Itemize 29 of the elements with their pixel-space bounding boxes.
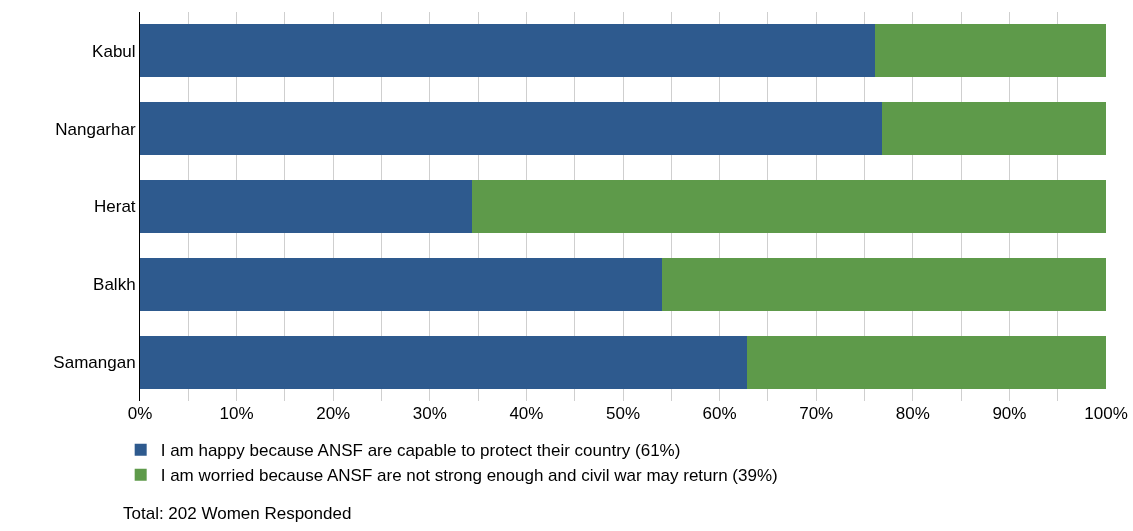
- y-tick-label: Nangarhar: [55, 119, 136, 139]
- x-tick-label: 50%: [605, 404, 641, 423]
- x-tick-label: 10%: [219, 404, 254, 423]
- bar: [140, 180, 473, 233]
- text: Total: 202 Women Responded: [123, 504, 352, 523]
- y-tick-label: Samangan: [53, 353, 136, 373]
- bar: [140, 24, 876, 78]
- bar: [140, 257, 662, 311]
- bar: [881, 102, 1106, 156]
- bar: [472, 180, 1106, 233]
- legend-label: I am worried because ANSF are not strong enough and civil war may return (39%): [160, 466, 778, 486]
- bar: [140, 102, 882, 156]
- x-tick-label: 90%: [992, 404, 1027, 423]
- bar: [875, 24, 1106, 78]
- x-tick-label: 60%: [702, 404, 737, 423]
- y-tick-label: Herat: [94, 197, 136, 217]
- x-tick-label: 0%: [127, 404, 153, 423]
- x-tick-label: 100%: [1084, 404, 1128, 423]
- x-tick-label: 20%: [316, 404, 351, 423]
- y-tick-label: Kabul: [92, 41, 136, 61]
- y-tick-label: Balkh: [93, 275, 136, 295]
- bar: [661, 257, 1106, 311]
- x-tick-label: 40%: [509, 404, 544, 423]
- bar: [140, 335, 747, 389]
- legend-label: I am happy because ANSF are capable to protect their country (61%): [160, 441, 681, 461]
- x-tick-label: 30%: [412, 404, 447, 423]
- bar: [746, 335, 1106, 389]
- x-tick-label: 80%: [895, 404, 930, 423]
- x-tick-label: 70%: [799, 404, 834, 423]
